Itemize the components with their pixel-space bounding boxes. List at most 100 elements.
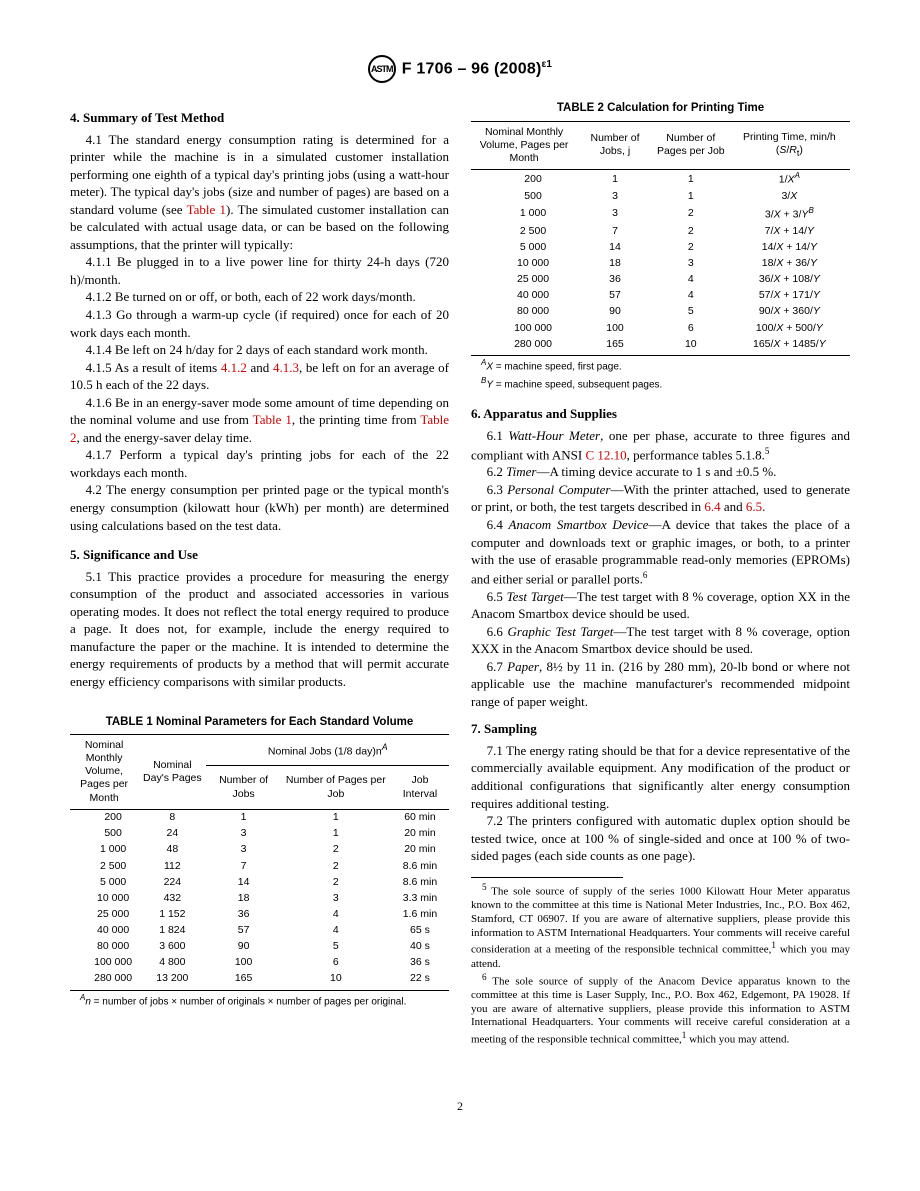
para-5-1: 5.1 This practice provides a procedure f… [70,568,449,691]
para-6-6: 6.6 Graphic Test Target—The test target … [471,623,850,658]
document-header: ASTM F 1706 – 96 (2008)ε1 [70,55,850,83]
table-cell: 5 000 [471,239,577,255]
footnote-6: 6 The sole source of supply of the Anaco… [471,972,850,1048]
table-cell: 10 000 [70,890,138,906]
table-cell: 224 [138,874,206,890]
table-cell: 36 [577,272,653,288]
table-cell: 18 [577,256,653,272]
table-1: Nominal Monthly Volume, Pages per Month … [70,734,449,991]
para-6-3: 6.3 Personal Computer—With the printer a… [471,481,850,516]
para-4-1-7: 4.1.7 Perform a typical day's printing j… [70,446,449,481]
table-cell: 2 [653,205,729,224]
table-cell: 2 500 [471,223,577,239]
para-6-2: 6.2 Timer—A timing device accurate to 1 … [471,463,850,481]
table-cell: 14 [577,239,653,255]
table-cell: 1 [281,809,391,826]
table-row: 25 0001 1523641.6 min [70,906,449,922]
table-cell: 4 [653,272,729,288]
table-cell: 1.6 min [391,906,449,922]
crossref-c1210: C 12.10 [585,447,626,462]
table-cell: 1 [653,189,729,205]
table-cell: 500 [70,826,138,842]
page-number: 2 [70,1098,850,1114]
table-cell: 7/X + 14/Y [729,223,850,239]
epsilon-superscript: ε1 [541,59,552,70]
para-4-1-3: 4.1.3 Go through a warm-up cycle (if req… [70,306,449,341]
table-cell: 8.6 min [391,874,449,890]
t1-head-span: Nominal Jobs (1/8 day)nA [206,735,449,766]
para-4-1: 4.1 The standard energy consumption rati… [70,131,449,254]
table-cell: 2 [653,239,729,255]
table-cell: 1 000 [70,842,138,858]
table-cell: 4 [281,923,391,939]
table-cell: 3 [577,205,653,224]
table-cell: 36 [206,906,280,922]
table-cell: 24 [138,826,206,842]
table-cell: 36 s [391,955,449,971]
table-row: 100 0001006100/X + 500/Y [471,320,850,336]
footnote-5-ref: 5 [765,446,770,456]
crossref-table-1: Table 1 [187,202,226,217]
t2-head-c3: Number of Pages per Job [653,121,729,169]
para-7-2: 7.2 The printers configured with automat… [471,812,850,865]
table-2-title: TABLE 2 Calculation for Printing Time [471,101,850,117]
table-cell: 432 [138,890,206,906]
table-cell: 10 [653,336,729,355]
para-6-7: 6.7 Paper, 8½ by 11 in. (216 by 280 mm),… [471,658,850,711]
table-cell: 2 [281,858,391,874]
para-4-1-2: 4.1.2 Be turned on or off, or both, each… [70,288,449,306]
table-cell: 60 min [391,809,449,826]
table-cell: 48 [138,842,206,858]
footnote-6-ref: 6 [643,570,648,580]
table-row: 80 00090590/X + 360/Y [471,304,850,320]
t1-head-c4: Number of Pages per Job [281,766,391,809]
table-cell: 2 [281,842,391,858]
table-row: 5 00014214/X + 14/Y [471,239,850,255]
table-cell: 7 [206,858,280,874]
para-6-4: 6.4 Anacom Smartbox Device—A device that… [471,516,850,588]
table-cell: 8.6 min [391,858,449,874]
table-cell: 1 824 [138,923,206,939]
table-row: 10 00018318/X + 36/Y [471,256,850,272]
table-cell: 100 000 [471,320,577,336]
table-cell: 40 000 [471,288,577,304]
t1-head-c2: Nominal Day's Pages [138,735,206,810]
table-cell: 1 [281,826,391,842]
table-1-title: TABLE 1 Nominal Parameters for Each Stan… [70,715,449,731]
table-2-footnote-a: AX = machine speed, first page. [471,358,850,374]
table-row: 20081160 min [70,809,449,826]
table-cell: 5 [653,304,729,320]
table-cell: 1 152 [138,906,206,922]
table-cell: 3.3 min [391,890,449,906]
table-cell: 1/XA [729,169,850,188]
table-cell: 80 000 [70,939,138,955]
para-4-1-6: 4.1.6 Be in an energy-saver mode some am… [70,394,449,447]
table-cell: 2 [281,874,391,890]
table-cell: 90 [577,304,653,320]
table-row: 500313/X [471,189,850,205]
crossref-4-1-2: 4.1.2 [221,360,247,375]
para-7-1: 7.1 The energy rating should be that for… [471,742,850,812]
table-cell: 36/X + 108/Y [729,272,850,288]
crossref-4-1-3: 4.1.3 [273,360,299,375]
t2-head-c4: Printing Time, min/h (S/Rt) [729,121,850,169]
table-cell: 90/X + 360/Y [729,304,850,320]
table-cell: 3 [206,842,280,858]
table-row: 280 00016510165/X + 1485/Y [471,336,850,355]
t1-head-c1: Nominal Monthly Volume, Pages per Month [70,735,138,810]
t1-head-c3: Number of Jobs [206,766,280,809]
section-6-heading: 6. Apparatus and Supplies [471,405,850,423]
table-cell: 3 [577,189,653,205]
table-2-footnote-b: BY = machine speed, subsequent pages. [471,376,850,392]
table-cell: 165/X + 1485/Y [729,336,850,355]
table-cell: 3 [653,256,729,272]
table-cell: 57 [577,288,653,304]
table-2: Nominal Monthly Volume, Pages per Month … [471,121,850,356]
table-cell: 165 [206,971,280,990]
table-cell: 200 [471,169,577,188]
table-cell: 22 s [391,971,449,990]
table-row: 40 00057457/X + 171/Y [471,288,850,304]
para-6-1: 6.1 Watt-Hour Meter, one per phase, accu… [471,427,850,463]
table-row: 100 0004 800100636 s [70,955,449,971]
table-cell: 6 [653,320,729,336]
